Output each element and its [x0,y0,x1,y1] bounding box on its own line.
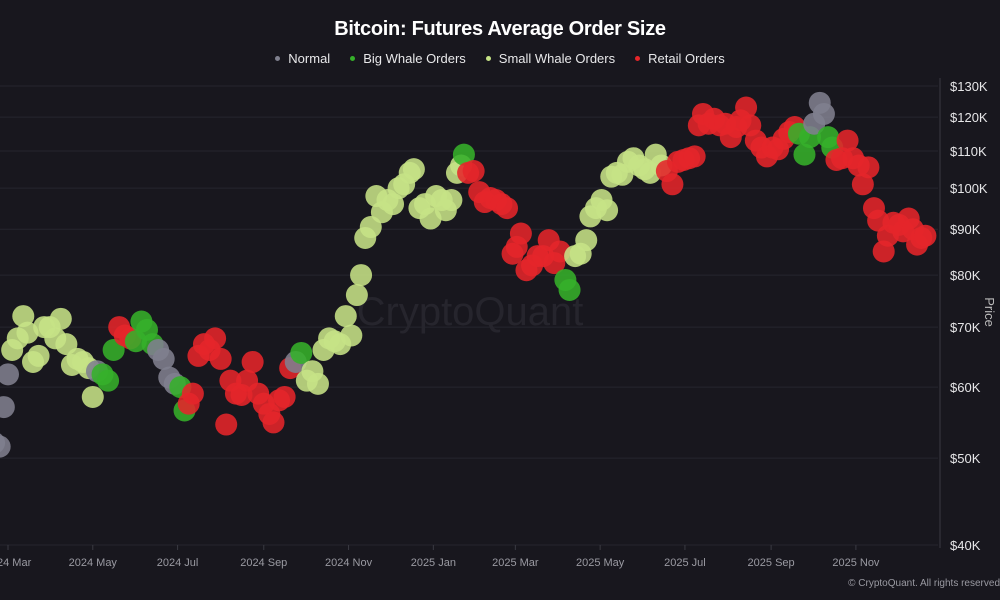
data-point-retail-orders [735,96,758,119]
x-tick-label: 2024 Mar [0,557,32,569]
legend: Normal Big Whale Orders Small Whale Orde… [0,51,1000,66]
data-point-big-whale-orders [97,369,120,392]
data-point-retail-orders [496,197,519,220]
legend-label: Small Whale Orders [498,51,616,66]
legend-label: Retail Orders [648,51,725,66]
data-point-small-whale-orders [27,344,50,367]
legend-marker-icon [275,56,281,61]
legend-label: Normal [288,51,331,66]
data-point-retail-orders [683,145,706,168]
data-point-big-whale-orders [290,341,313,364]
y-tick-label: $50K [950,451,981,466]
data-point-normal [152,347,175,370]
x-tick-label: 2025 Mar [492,557,539,569]
data-point-retail-orders [914,224,937,247]
data-points [0,91,937,458]
data-point-small-whale-orders [12,305,35,328]
data-point-retail-orders [836,129,859,152]
x-tick-label: 2025 Jan [411,557,456,569]
data-point-retail-orders [181,382,204,405]
legend-item-big-whale[interactable]: Big Whale Orders [350,51,466,66]
data-point-small-whale-orders [49,307,72,330]
y-tick-label: $70K [950,320,981,335]
data-point-big-whale-orders [558,278,581,301]
x-tick-label: 2025 Nov [832,557,880,569]
y-tick-label: $120K [950,110,988,125]
data-point-small-whale-orders [334,305,357,328]
x-tick-label: 2025 May [576,557,625,569]
data-point-small-whale-orders [81,385,104,408]
x-tick-label: 2025 Sep [748,557,795,569]
data-point-retail-orders [509,222,532,245]
y-tick-label: $100K [950,181,988,196]
data-point-small-whale-orders [596,199,619,222]
data-point-small-whale-orders [350,264,373,287]
x-tick-label: 2025 Jul [664,557,706,569]
data-point-retail-orders [241,350,264,373]
legend-marker-icon [485,56,491,61]
y-tick-label: $90K [950,222,981,237]
data-point-retail-orders [262,411,285,434]
data-point-retail-orders [204,327,227,350]
data-point-normal [812,102,835,125]
data-point-small-whale-orders [340,324,363,347]
data-point-retail-orders [857,156,880,179]
y-tick-label: $40K [950,538,981,553]
data-point-small-whale-orders [440,189,463,212]
x-tick-label: 2024 Nov [325,557,373,569]
y-axis-ticks: $40K $50K $60K $70K $80K $90K $100K $110K $120K $… [950,79,988,553]
data-point-small-whale-orders [345,284,368,307]
y-tick-label: $80K [950,268,981,283]
x-tick-label: 2024 May [69,557,118,569]
data-point-normal [0,435,11,458]
y-tick-label: $110K [950,144,987,159]
data-point-small-whale-orders [402,158,425,181]
data-point-retail-orders [209,347,232,370]
x-tick-label: 2024 Sep [240,557,287,569]
data-point-retail-orders [273,385,296,408]
chart-title: Bitcoin: Futures Average Order Size [334,18,666,40]
data-point-small-whale-orders [16,321,39,344]
data-point-retail-orders [215,413,238,436]
x-tick-label: 2024 Jul [157,557,199,569]
data-point-big-whale-orders [452,143,475,166]
legend-item-small-whale[interactable]: Small Whale Orders [485,51,616,66]
data-point-small-whale-orders [575,229,598,252]
copyright: © CryptoQuant. All rights reserved [848,578,1000,589]
data-point-small-whale-orders [306,372,329,395]
data-point-retail-orders [661,173,684,196]
data-point-retail-orders [851,173,874,196]
y-tick-label: $130K [950,79,988,94]
legend-marker-icon [635,56,641,61]
data-point-big-whale-orders [793,143,816,166]
legend-marker-icon [350,56,356,61]
x-axis-ticks: 2024 Mar 2024 May 2024 Jul 2024 Sep 2024 Nov… [0,545,880,569]
data-point-normal [0,396,15,419]
watermark: CryptoQuant [357,290,584,334]
y-axis-label: Price [982,297,997,327]
y-tick-label: $60K [950,380,981,395]
data-point-retail-orders [462,160,485,183]
data-point-normal [0,363,19,386]
legend-label: Big Whale Orders [363,51,466,66]
legend-item-retail[interactable]: Retail Orders [635,51,725,66]
legend-item-normal[interactable]: Normal [275,51,330,66]
